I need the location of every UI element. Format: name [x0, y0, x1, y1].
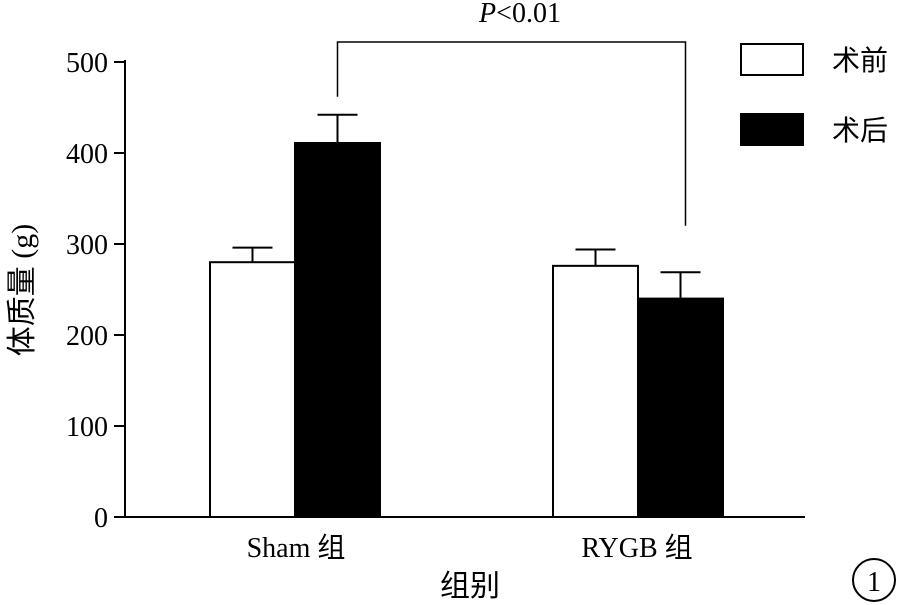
p-symbol: P [478, 0, 496, 29]
x-tick-label-sham: Sham 组 [247, 532, 346, 564]
bar-rygb-post [637, 297, 724, 518]
legend-swatch-pre [740, 43, 804, 76]
p-value: <0.01 [496, 0, 561, 29]
y-tick-label-100: 100 [66, 412, 108, 443]
y-ticks: 0 100 200 300 400 500 [66, 48, 125, 534]
legend-label-post: 术后 [832, 115, 888, 147]
bar-rygb-pre [552, 264, 639, 518]
y-tick-label-400: 400 [66, 139, 108, 170]
bars [209, 113, 724, 519]
y-tick-label-300: 300 [66, 230, 108, 261]
bar-sham-pre [209, 261, 296, 519]
x-tick-label-rygb: RYGB 组 [581, 532, 692, 564]
legend-label-pre: 术前 [832, 45, 888, 77]
y-axis-title: 体质量 (g) [6, 224, 39, 356]
y-tick-label-200: 200 [66, 321, 108, 352]
figure-number-circle [852, 558, 896, 602]
significance-bracket [336, 41, 687, 226]
significance-annotation: P<0.01 [478, 0, 561, 29]
y-tick-label-500: 500 [66, 48, 108, 79]
bracket-line [336, 41, 687, 226]
figure-number: 1 [867, 567, 881, 598]
y-tick-label-0: 0 [94, 503, 108, 534]
legend-swatch-post [740, 113, 804, 146]
bar-sham-post [294, 141, 381, 519]
x-axis-title: 组别 [440, 570, 500, 603]
